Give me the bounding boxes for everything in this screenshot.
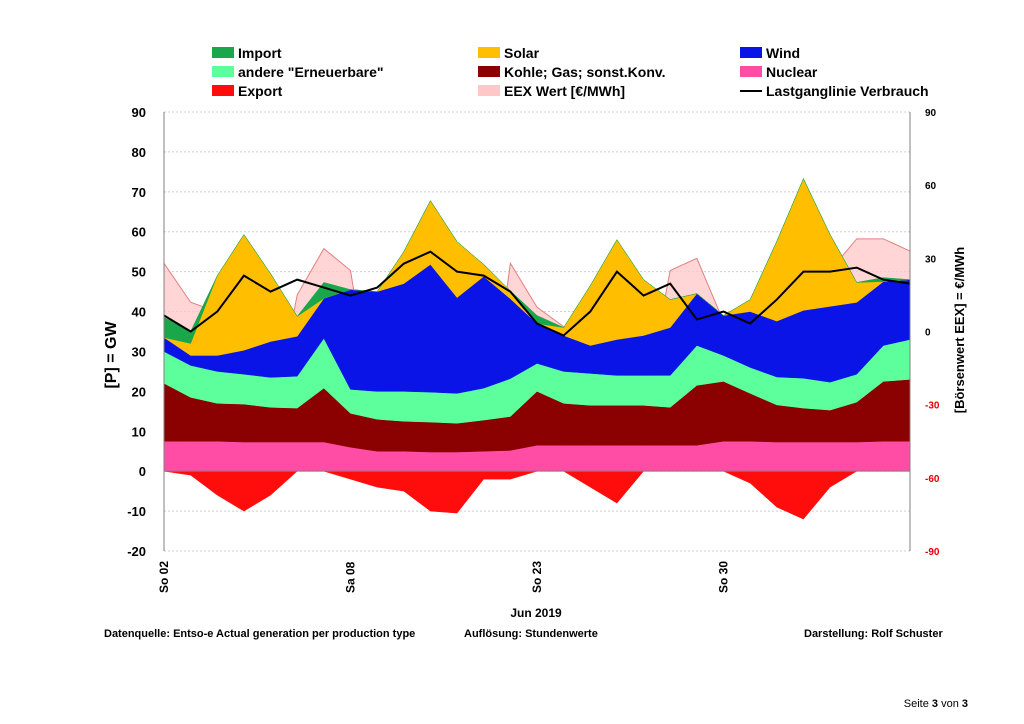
footer-resolution: Auflösung: Stundenwerte bbox=[464, 628, 598, 640]
y-tick-right-3: 0 bbox=[925, 328, 931, 339]
x-tick-1: Sa 08 bbox=[344, 561, 358, 593]
generation-stack-layer bbox=[163, 178, 911, 472]
y-tick-left-8: 60 bbox=[132, 225, 146, 240]
y-tick-left-1: -10 bbox=[127, 504, 146, 519]
series-area-6 bbox=[163, 470, 910, 520]
series-line-8 bbox=[163, 250, 911, 337]
right-axis-ticks: 90 60 30 0 -30 -60 -90 bbox=[925, 108, 940, 558]
series-area-0 bbox=[163, 441, 911, 472]
x-axis-ticks: So 02 Sa 08 So 23 So 30 bbox=[157, 561, 731, 593]
footer-datasource: Datenquelle: Entso-e Actual generation p… bbox=[104, 628, 416, 640]
legend-label-5: Nuclear bbox=[766, 64, 818, 80]
legend-label-6: Export bbox=[238, 83, 283, 99]
chart-legend: Import Solar Wind andere "Erneuerbare" Kohle… bbox=[212, 45, 929, 99]
y-tick-right-0: 90 bbox=[925, 108, 937, 119]
legend-label-1: Solar bbox=[504, 45, 540, 61]
legend-swatch-0 bbox=[212, 47, 234, 58]
y-tick-left-5: 30 bbox=[132, 344, 146, 359]
load-line-layer bbox=[163, 250, 911, 337]
page-number: Seite 3 von 3 bbox=[904, 698, 968, 710]
page-total: 3 bbox=[961, 698, 968, 710]
legend-label-0: Import bbox=[238, 45, 282, 61]
y-tick-right-1: 60 bbox=[925, 181, 937, 192]
legend-label-3: andere "Erneuerbare" bbox=[238, 64, 384, 80]
y-tick-left-0: -20 bbox=[127, 544, 146, 559]
y-tick-left-2: 0 bbox=[139, 464, 146, 479]
x-tick-3: So 30 bbox=[717, 561, 731, 593]
y-tick-right-2: 30 bbox=[925, 254, 937, 265]
y-tick-right-5: -60 bbox=[925, 474, 940, 485]
y-tick-left-3: 10 bbox=[132, 424, 146, 439]
legend-swatch-1 bbox=[478, 47, 500, 58]
legend-swatch-5 bbox=[740, 66, 762, 77]
y-tick-right-6: -90 bbox=[925, 547, 940, 558]
export-layer bbox=[163, 470, 910, 520]
chart-axes bbox=[163, 112, 911, 551]
legend-swatch-7 bbox=[478, 85, 500, 96]
page-current: 3 bbox=[931, 698, 939, 710]
footer-author: Darstellung: Rolf Schuster bbox=[804, 628, 943, 640]
y-tick-left-6: 40 bbox=[132, 305, 146, 320]
y-tick-left-4: 20 bbox=[132, 384, 146, 399]
y-tick-left-10: 80 bbox=[132, 145, 146, 160]
y-tick-left-9: 70 bbox=[132, 185, 146, 200]
x-tick-2: So 23 bbox=[530, 561, 544, 593]
legend-label-7: EEX Wert [€/MWh] bbox=[504, 83, 625, 99]
x-tick-0: So 02 bbox=[157, 561, 171, 593]
page-prefix: Seite bbox=[903, 698, 932, 710]
legend-swatch-4 bbox=[478, 66, 500, 77]
page-middle: von bbox=[938, 698, 962, 710]
legend-swatch-3 bbox=[212, 66, 234, 77]
legend-label-4: Kohle; Gas; sonst.Konv. bbox=[504, 64, 666, 80]
left-axis-ticks: -20 -10 0 10 20 30 40 50 60 70 80 90 bbox=[127, 105, 146, 559]
month-label: Jun 2019 bbox=[510, 606, 562, 620]
legend-swatch-2 bbox=[740, 47, 762, 58]
y-axis-title-right: [Börsenwert EEX] = €/MWh bbox=[952, 247, 967, 414]
legend-label-8: Lastganglinie Verbrauch bbox=[766, 83, 929, 99]
y-axis-title-left: [P] = GW bbox=[103, 321, 120, 389]
y-tick-right-4: -30 bbox=[925, 401, 940, 412]
legend-swatch-6 bbox=[212, 85, 234, 96]
legend-label-2: Wind bbox=[766, 45, 800, 61]
y-tick-left-7: 50 bbox=[132, 265, 146, 280]
y-tick-left-11: 90 bbox=[132, 105, 146, 120]
